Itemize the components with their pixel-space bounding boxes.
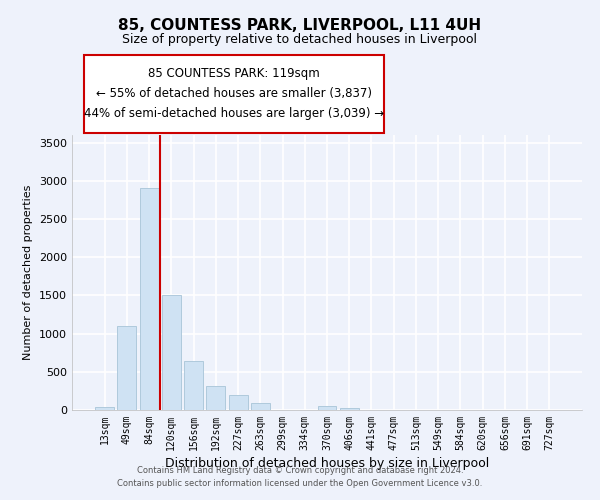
Bar xyxy=(340,408,359,410)
Bar xyxy=(184,361,203,410)
Bar xyxy=(206,386,225,410)
Bar xyxy=(140,188,158,410)
Bar xyxy=(162,296,181,410)
Text: Contains HM Land Registry data © Crown copyright and database right 2024.
Contai: Contains HM Land Registry data © Crown c… xyxy=(118,466,482,487)
Bar xyxy=(118,326,136,410)
Bar xyxy=(317,406,337,410)
Bar xyxy=(95,407,114,410)
Bar xyxy=(251,402,270,410)
X-axis label: Distribution of detached houses by size in Liverpool: Distribution of detached houses by size … xyxy=(165,457,489,470)
Text: 85, COUNTESS PARK, LIVERPOOL, L11 4UH: 85, COUNTESS PARK, LIVERPOOL, L11 4UH xyxy=(118,18,482,32)
Text: 85 COUNTESS PARK: 119sqm
← 55% of detached houses are smaller (3,837)
44% of sem: 85 COUNTESS PARK: 119sqm ← 55% of detach… xyxy=(84,67,384,120)
Y-axis label: Number of detached properties: Number of detached properties xyxy=(23,185,34,360)
Bar xyxy=(229,396,248,410)
Text: Size of property relative to detached houses in Liverpool: Size of property relative to detached ho… xyxy=(122,32,478,46)
